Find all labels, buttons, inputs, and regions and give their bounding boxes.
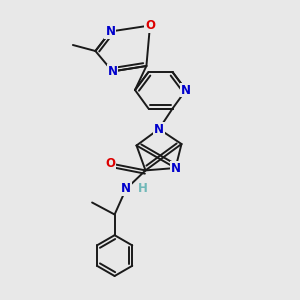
Text: O: O [145, 19, 155, 32]
Text: N: N [154, 122, 164, 136]
Text: N: N [181, 83, 191, 97]
Text: H: H [137, 182, 147, 195]
Text: N: N [121, 182, 131, 196]
Text: N: N [170, 161, 181, 175]
Text: N: N [107, 65, 118, 78]
Text: O: O [105, 157, 116, 170]
Text: N: N [105, 25, 116, 38]
